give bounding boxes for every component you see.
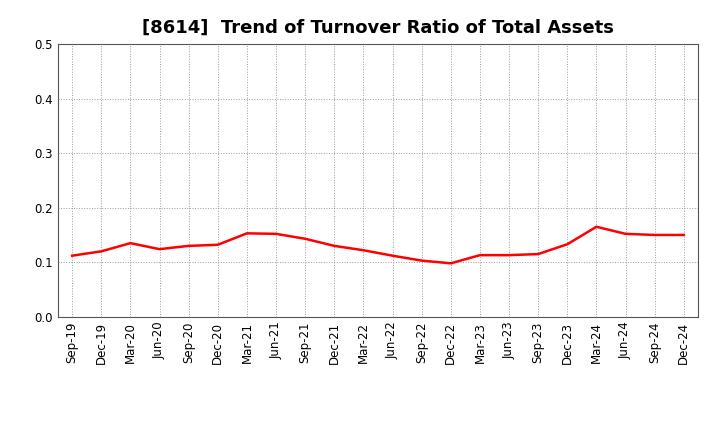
Title: [8614]  Trend of Turnover Ratio of Total Assets: [8614] Trend of Turnover Ratio of Total … xyxy=(142,19,614,37)
